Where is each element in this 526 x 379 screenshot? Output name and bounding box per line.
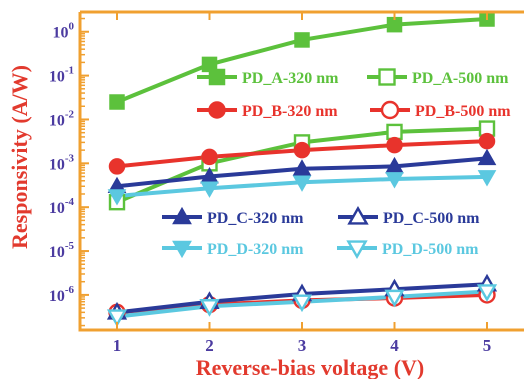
legend-marker-pd-c-320-nm [172, 206, 192, 225]
legend-marker-pd-c-500-nm [347, 205, 369, 225]
x-tick-label: 1 [113, 336, 122, 355]
legend-marker-pd-a-320-nm [208, 68, 226, 86]
data-point-pd-d-320-nm-2 [200, 181, 219, 198]
legend-marker-pd-b-320-nm [208, 101, 226, 119]
series-markers [106, 11, 498, 328]
data-point-pd-c-320-nm-3 [292, 159, 312, 176]
data-point-pd-c-320-nm-5 [477, 148, 497, 166]
axis-frame [78, 12, 524, 332]
data-point-pd-d-320-nm-1 [107, 189, 127, 206]
data-point-pd-d-320-nm-4 [385, 172, 404, 189]
y-tick-label: 10-4 [49, 196, 75, 217]
data-point-pd-b-320-nm-3 [293, 141, 311, 159]
x-tick-label: 5 [483, 336, 492, 355]
legend-marker-pd-b-500-nm [380, 100, 400, 120]
series-line-pd-a-320-nm [116, 17, 488, 104]
y-tick-label: 10-6 [49, 284, 75, 305]
legend-label-pd-a-320-nm: PD_A-320 nm [242, 70, 339, 87]
data-point-pd-d-320-nm-5 [477, 170, 497, 187]
legend-marker-pd-a-500-nm [378, 68, 396, 86]
legend-marker-pd-d-500-nm [346, 240, 368, 260]
x-tick-label: 3 [298, 336, 307, 355]
y-axis-title: Responsivity (A/W) [7, 65, 32, 249]
y-tick-label: 10-5 [49, 240, 75, 261]
data-point-pd-d-500-nm-2 [199, 299, 220, 317]
data-point-pd-d-500-nm-5 [476, 284, 498, 302]
data-point-pd-b-320-nm-4 [386, 136, 403, 154]
data-point-pd-d-500-nm-1 [106, 309, 128, 328]
y-tick-label: 100 [53, 21, 75, 42]
legend-label-pd-b-500-nm: PD_B-500 nm [415, 103, 511, 120]
data-point-pd-b-320-nm-1 [108, 158, 126, 175]
legend-label-pd-c-320-nm: PD_C-320 nm [207, 210, 304, 227]
y-tick-label: 10-2 [49, 108, 75, 129]
data-point-pd-d-500-nm-4 [384, 289, 405, 308]
x-tick-label: 2 [205, 336, 214, 355]
legend-label-pd-c-500-nm: PD_C-500 nm [383, 210, 480, 227]
legend: PD_A-320 nm PD_A-500 nm PD_B-320 nm PD_B-50… [162, 68, 511, 260]
data-point-pd-a-320-nm-1 [109, 94, 125, 110]
x-axis-title: Reverse-bias voltage (V) [196, 355, 425, 379]
data-point-pd-b-320-nm-2 [201, 148, 218, 166]
data-point-pd-a-500-nm-4 [386, 123, 403, 141]
x-tick-label: 4 [390, 336, 399, 355]
y-tick-label: 10-3 [49, 152, 75, 173]
legend-label-pd-d-500-nm: PD_D-500 nm [382, 241, 479, 258]
data-point-pd-d-320-nm-3 [292, 175, 312, 192]
data-point-pd-d-500-nm-3 [291, 294, 313, 313]
data-point-pd-a-320-nm-3 [294, 32, 310, 48]
legend-label-pd-d-320-nm: PD_D-320 nm [207, 241, 304, 258]
data-point-pd-b-320-nm-5 [478, 132, 496, 150]
legend-label-pd-b-320-nm: PD_B-320 nm [242, 103, 338, 120]
axes: 1 2 3 4 5 100 10-1 10-2 10-3 10-4 10-5 10-6 [49, 10, 524, 355]
y-tick-label: 10-1 [49, 65, 74, 86]
legend-label-pd-a-500-nm: PD_A-500 nm [412, 70, 509, 87]
legend-marker-pd-d-320-nm [172, 240, 192, 259]
